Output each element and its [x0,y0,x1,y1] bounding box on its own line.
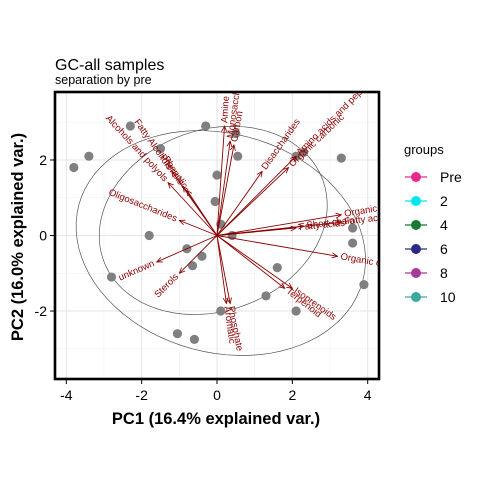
y-tick-label: -2 [35,303,48,319]
y-tick-label: 2 [39,152,47,168]
legend-key-dot [411,244,421,254]
data-point [201,121,210,130]
legend-label: 10 [440,289,456,305]
data-point [337,153,346,162]
legend: Pre 2 4 6 8 10 [405,169,462,305]
x-tick-label: 4 [364,387,372,403]
legend-title: groups [404,142,444,157]
data-point [188,261,197,270]
x-axis-label: PC1 (16.4% explained var.) [112,410,320,428]
data-point [233,152,242,161]
legend-key-dot [411,220,421,230]
data-point [261,291,270,300]
y-tick-label: 0 [39,228,47,244]
legend-key-dot [411,172,421,182]
legend-label: 4 [440,217,448,233]
legend-key-dot [411,268,421,278]
legend-label: 6 [440,241,448,257]
y-axis-label: PC2 (16.0% explained var.) [9,133,27,341]
data-point [212,170,221,179]
data-point [107,272,116,281]
x-tick-label: 0 [213,387,221,403]
data-point [173,329,182,338]
legend-key-dot [411,292,421,302]
legend-label: 2 [440,193,448,209]
data-point [69,163,78,172]
data-point [190,335,199,344]
x-tick-label: 2 [288,387,296,403]
data-point [348,238,357,247]
legend-key-dot [411,196,421,206]
data-point [145,231,154,240]
data-point [359,280,368,289]
data-point [84,152,93,161]
data-point [211,197,220,206]
x-tick-label: -2 [135,387,148,403]
data-point [273,263,282,272]
chart-subtitle: separation by pre [55,73,152,87]
data-point [292,306,301,315]
data-point [197,252,206,261]
x-tick-label: -4 [60,387,73,403]
chart-title: GC-all samples [55,57,164,74]
legend-label: Pre [440,169,462,185]
legend-label: 8 [440,265,448,281]
